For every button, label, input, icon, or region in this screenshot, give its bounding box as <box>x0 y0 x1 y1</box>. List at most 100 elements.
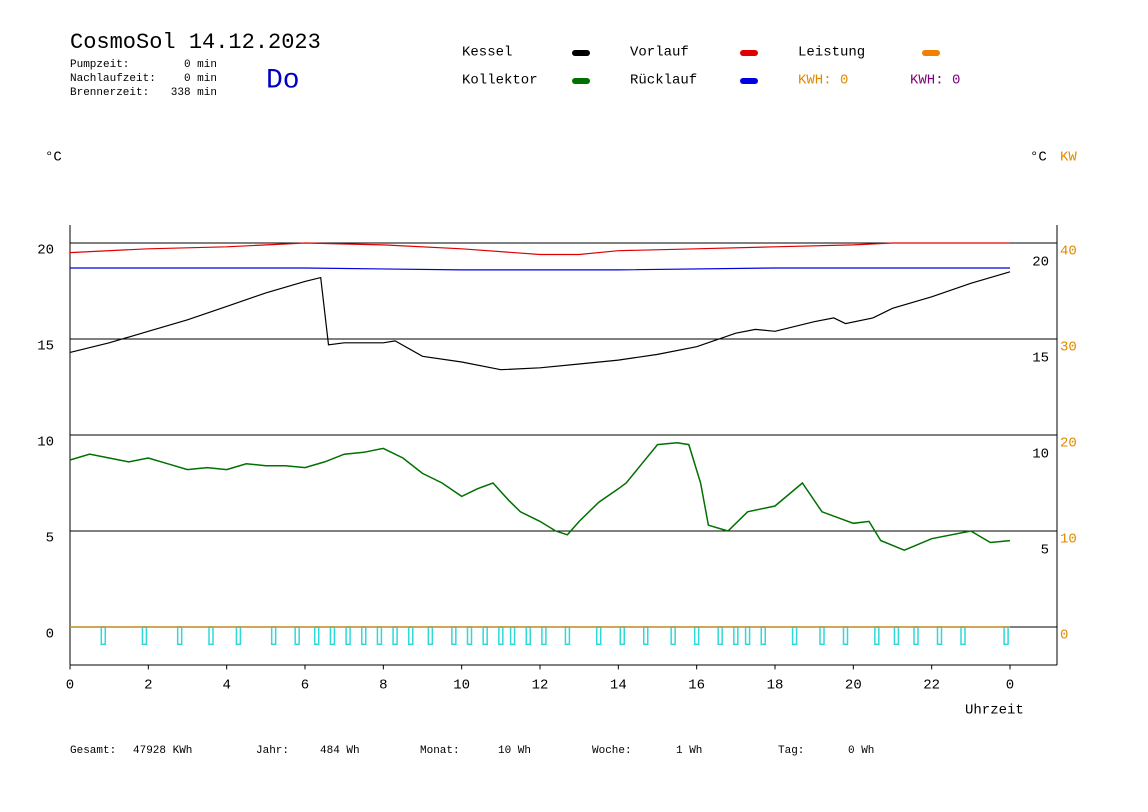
y-tick-label: 20 <box>37 243 54 259</box>
y-right-tick-label: 10 <box>1032 447 1049 463</box>
pulse <box>693 626 700 646</box>
legend-label: Leistung <box>798 45 865 61</box>
x-tick-label: 22 <box>923 678 940 694</box>
pulse <box>466 626 473 646</box>
y-tick-label: 5 <box>46 531 54 547</box>
kwh: KWH: 0 <box>910 73 960 89</box>
x-tick-label: 10 <box>453 678 470 694</box>
x-tick-label: 4 <box>222 678 230 694</box>
series-line <box>69 242 1010 256</box>
x-tick-label: 18 <box>767 678 784 694</box>
pulse <box>936 626 943 646</box>
stat-value: 0 min <box>184 73 217 85</box>
legend: Kessel Vorlauf Leistung Kollektor Rücklauf KW… <box>462 45 960 89</box>
pulse <box>619 626 625 646</box>
pulse <box>498 626 504 646</box>
legend-label: Vorlauf <box>630 45 689 61</box>
pulse <box>509 626 516 646</box>
x-tick-label: 16 <box>688 678 705 694</box>
pulse <box>564 626 571 646</box>
pulse <box>960 626 966 646</box>
footer-value: 1 Wh <box>676 745 702 757</box>
y-right-tick-label: 20 <box>1032 255 1049 271</box>
pulse <box>525 626 531 646</box>
x-tick-label: 20 <box>845 678 862 694</box>
pulse <box>819 626 825 646</box>
pulse <box>760 626 766 646</box>
pulse <box>482 626 488 646</box>
pulse <box>361 626 367 646</box>
pulse <box>270 626 277 646</box>
stat-label: Brennerzeit: <box>70 87 149 99</box>
x-tick-label: 12 <box>532 678 549 694</box>
y-right-tick-label: 15 <box>1032 351 1049 367</box>
pulse <box>314 626 320 646</box>
x-tick-label: 2 <box>144 678 152 694</box>
y-tick-label: 0 <box>46 627 54 643</box>
y2-label: KW <box>1060 150 1077 166</box>
y-tick-label: 15 <box>37 339 54 355</box>
pulse <box>791 626 798 646</box>
footer-label: Woche: <box>592 745 632 757</box>
stat-value: 0 min <box>184 59 217 71</box>
pulse <box>541 626 547 646</box>
y2-tick-label: 40 <box>1060 244 1077 260</box>
legend-label: Kessel <box>462 45 512 61</box>
day: Do <box>266 65 300 96</box>
footer-label: Gesamt: <box>70 745 116 757</box>
pulse <box>208 626 214 646</box>
pulse <box>294 626 300 646</box>
pulse <box>744 626 751 646</box>
pulse <box>408 626 414 646</box>
legend-label: Rücklauf <box>630 73 697 89</box>
y-tick-label: 10 <box>37 435 54 451</box>
series-line <box>69 271 1011 371</box>
series-line <box>70 267 1010 271</box>
pulse <box>733 626 739 646</box>
pulse <box>345 626 351 646</box>
footer-value: 10 Wh <box>498 745 531 757</box>
y2-tick-label: 0 <box>1060 628 1068 644</box>
footer-label: Jahr: <box>256 745 289 757</box>
y2-tick-label: 30 <box>1060 340 1077 356</box>
pulse <box>893 626 900 646</box>
series-line <box>69 441 1011 552</box>
pulse <box>392 626 398 646</box>
pulse <box>176 626 183 646</box>
stat-value: 338 min <box>171 87 217 99</box>
stat-label: Nachlaufzeit: <box>70 73 156 85</box>
stat-label: Pumpzeit: <box>70 59 129 71</box>
pulse <box>1003 626 1009 646</box>
pulse <box>842 626 849 646</box>
pulse <box>596 626 602 646</box>
pulse <box>670 626 676 646</box>
footer-label: Monat: <box>420 745 460 757</box>
y-right-tick-label: 5 <box>1041 543 1049 559</box>
x-tick-label: 14 <box>610 678 627 694</box>
pulse <box>427 626 434 646</box>
pulse <box>329 626 336 646</box>
footer-label: Tag: <box>778 745 804 757</box>
x-tick-label: 6 <box>301 678 309 694</box>
y2-tick-label: 20 <box>1060 436 1077 452</box>
pulse <box>141 626 148 646</box>
pulse <box>643 626 649 646</box>
pulse <box>717 626 723 646</box>
title: CosmoSol 14.12.2023 <box>70 30 321 55</box>
y-label: °C <box>45 150 62 166</box>
footer-value: 47928 KWh <box>133 745 192 757</box>
pulse <box>100 626 107 646</box>
pulse <box>874 626 880 646</box>
x-label: Uhrzeit <box>965 703 1024 719</box>
x-tick-label: 8 <box>379 678 387 694</box>
pulse <box>451 626 457 646</box>
pulse <box>376 626 383 646</box>
y2-label-left: °C <box>1030 150 1047 166</box>
pulse <box>913 626 919 646</box>
y2-tick-label: 10 <box>1060 532 1077 548</box>
kwh: KWH: 0 <box>798 73 848 89</box>
x-tick-label: 0 <box>1006 678 1014 694</box>
pulse <box>235 626 242 646</box>
footer-value: 0 Wh <box>848 745 874 757</box>
